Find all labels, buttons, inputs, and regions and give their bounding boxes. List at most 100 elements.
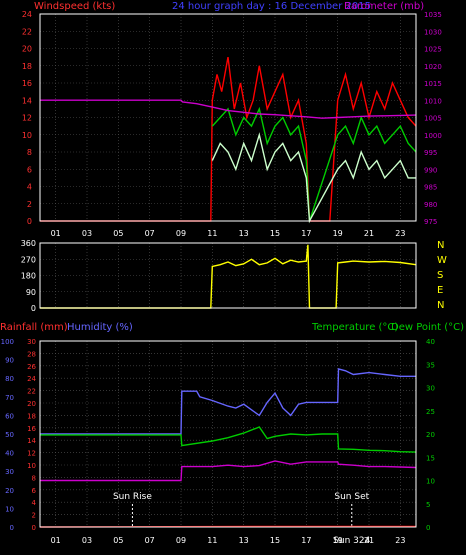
- sunset-extra-label: Sun 324: [333, 536, 370, 546]
- climate-x-tick-label: 01: [51, 536, 61, 545]
- wind-x-tick-label: 21: [364, 229, 374, 238]
- rainfall-tick-label: 28: [27, 350, 36, 358]
- humidity-tick-label: 100: [1, 338, 14, 346]
- wind-x-tick-label: 01: [51, 229, 61, 238]
- rainfall-tick-label: 24: [27, 375, 36, 383]
- temperature-tick-label: 10: [426, 478, 435, 486]
- direction-ticks: 0 90 180 270 360: [21, 239, 36, 313]
- windspeed-tick-label: 24: [22, 10, 32, 19]
- humidity-tick-label: 40: [5, 450, 14, 458]
- climate-x-tick-label: 19: [333, 536, 343, 545]
- humidity-axis-label: Humidity (%): [67, 322, 133, 333]
- climate-x-ticks: 01 03 05 07 09 11 13 15 17 19 21 23: [51, 536, 406, 545]
- windspeed-tick-label: 22: [22, 27, 32, 36]
- direction-frame: [39, 242, 417, 309]
- wind-x-tick-label: 17: [301, 229, 311, 238]
- rainfall-tick-label: 4: [32, 499, 37, 507]
- climate-x-tick-label: 17: [301, 536, 311, 545]
- humidity-ticks: 0 10 20 30 40 50 60 70 80 90 100: [1, 338, 14, 532]
- climate-x-tick-label: 05: [113, 536, 123, 545]
- barometer-tick-label: 1010: [424, 97, 442, 105]
- temperature-tick-label: 20: [426, 431, 435, 439]
- temperature-tick-label: 15: [426, 454, 435, 462]
- barometer-ticks: 975 980 985 990 995 1000 1005 1010 1015 1020 1025 1…: [424, 11, 442, 226]
- rainfall-tick-label: 18: [27, 412, 36, 420]
- chart-title: 24 hour graph day : 16 December 2015: [172, 1, 371, 12]
- humidity-tick-label: 30: [5, 468, 14, 476]
- compass-label: S: [437, 270, 443, 281]
- wind-frame: [39, 13, 417, 222]
- windspeed-tick-label: 8: [27, 148, 32, 157]
- climate-x-tick-label: 23: [395, 536, 405, 545]
- rainfall-tick-label: 6: [32, 487, 37, 495]
- temperature-tick-label: 5: [426, 501, 430, 509]
- rainfall-tick-label: 14: [27, 437, 36, 445]
- humidity-tick-label: 60: [5, 412, 14, 420]
- sun-markers: Sun Rise Sun Set Sun 324: [113, 492, 371, 546]
- wind-series: [40, 56, 417, 224]
- wind-x-tick-label: 19: [333, 229, 343, 238]
- temperature-tick-label: 35: [426, 361, 435, 369]
- rainfall-tick-label: 26: [27, 363, 36, 371]
- temp-line: [40, 426, 417, 453]
- barometer-axis-label: Barometer (mb): [344, 1, 424, 12]
- barometer-tick-label: 990: [424, 166, 437, 174]
- barometer-tick-label: 980: [424, 201, 437, 209]
- barometer-tick-label: 1030: [424, 28, 442, 36]
- compass-label: N: [437, 240, 444, 251]
- rainfall-axis-label: Rainfall (mm): [0, 322, 68, 333]
- direction-line: [40, 244, 417, 309]
- direction-tick-label: 270: [21, 255, 36, 264]
- direction-tick-label: 90: [26, 288, 36, 297]
- wind-x-tick-label: 05: [113, 229, 123, 238]
- humidity-tick-label: 80: [5, 375, 14, 383]
- compass-label: N: [437, 300, 444, 311]
- wind-x-tick-label: 15: [270, 229, 280, 238]
- windspeed-tick-label: 2: [27, 200, 32, 209]
- windspeed-tick-label: 16: [22, 79, 32, 88]
- wind-x-tick-label: 11: [207, 229, 217, 238]
- rainfall-tick-label: 22: [27, 388, 36, 396]
- wind-x-ticks: 01 03 05 07 09 11 13 15 17 19 21 23: [51, 229, 406, 238]
- barometer-tick-label: 995: [424, 149, 437, 157]
- direction-grid: [40, 242, 416, 309]
- humidity-tick-label: 90: [5, 357, 14, 365]
- windspeed-tick-label: 10: [22, 131, 32, 140]
- gust-line: [40, 56, 417, 222]
- rainfall-tick-label: 20: [27, 400, 36, 408]
- windspeed-tick-label: 6: [27, 165, 32, 174]
- windspeed-tick-label: 18: [22, 62, 32, 71]
- windspeed-tick-label: 0: [27, 217, 32, 226]
- windspeed-tick-label: 20: [22, 45, 32, 54]
- rainfall-tick-label: 12: [27, 450, 36, 458]
- compass-label: W: [437, 255, 447, 266]
- dew-line: [40, 460, 417, 482]
- barometer-tick-label: 1015: [424, 80, 442, 88]
- barometer-tick-label: 1005: [424, 115, 442, 123]
- windspeed-axis-label: Windspeed (kts): [34, 1, 115, 12]
- humidity-tick-label: 70: [5, 394, 14, 402]
- direction-series: [40, 244, 417, 309]
- rainfall-tick-label: 30: [27, 338, 36, 346]
- humidity-tick-label: 10: [5, 505, 14, 513]
- windspeed-tick-label: 4: [27, 183, 32, 192]
- dewpoint-axis-label: Dew Point (°C): [391, 322, 464, 333]
- climate-x-tick-label: 15: [270, 536, 280, 545]
- humidity-tick-label: 20: [5, 487, 14, 495]
- rainfall-tick-label: 10: [27, 462, 36, 470]
- wind-x-tick-label: 03: [82, 229, 92, 238]
- wind-x-tick-label: 09: [176, 229, 186, 238]
- sunset-label: Sun Set: [334, 492, 369, 502]
- temperature-tick-label: 0: [426, 524, 430, 532]
- wind_light-line: [211, 132, 416, 224]
- climate-x-tick-label: 13: [239, 536, 249, 545]
- temperature-ticks: 0 5 10 15 20 25 30 35 40: [426, 338, 435, 532]
- wind-x-tick-label: 07: [145, 229, 155, 238]
- barometer-tick-label: 1025: [424, 46, 442, 54]
- climate-frame: [39, 340, 417, 528]
- direction-tick-label: 360: [21, 239, 36, 248]
